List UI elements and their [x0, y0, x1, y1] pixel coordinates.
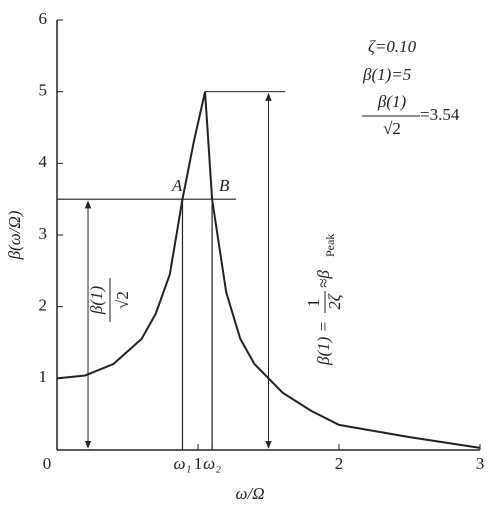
annotation-text: √2 — [383, 119, 401, 138]
left-label: β(1) √2 — [87, 278, 132, 322]
y-tick-label: 2 — [39, 296, 48, 315]
annotation-text: =3.54 — [420, 105, 460, 124]
y-tick-label: 3 — [39, 224, 48, 243]
y-tick-label: 5 — [39, 81, 48, 100]
label-text: β(1) = — [314, 321, 333, 366]
label-text: 1 — [304, 299, 323, 308]
label-text: Peak — [323, 234, 337, 257]
point-label: B — [219, 176, 230, 195]
label-text: ≈β — [314, 270, 333, 288]
x-tick-label: 1 — [194, 454, 203, 473]
label-text: β(1) — [87, 286, 106, 316]
x-tick-label: ω₂ — [203, 454, 221, 473]
x-axis-label: ω/Ω — [235, 484, 264, 503]
x-tick-label: 0 — [43, 454, 52, 473]
point-label: A — [171, 176, 183, 195]
curve — [56, 91, 481, 449]
x-tick-label: ω₁ — [174, 454, 192, 473]
x-tick-label: 3 — [476, 454, 485, 473]
right-label: β(1) = 1 2ζ ≈β Peak — [304, 234, 344, 366]
x-tick-label: 2 — [335, 454, 344, 473]
y-axis-label: β(ω/Ω) — [5, 210, 24, 260]
annotation: ζ=0.10 β(1)=5 β(1) √2 =3.54 — [362, 37, 460, 138]
y-tick-label: 1 — [39, 367, 48, 386]
annotation-text: ζ=0.10 — [368, 37, 417, 56]
y-tick-label: 6 — [39, 9, 48, 28]
annotation-text: β(1)=5 — [362, 65, 411, 84]
y-tick-label: 4 — [39, 152, 48, 171]
annotation-text: β(1) — [377, 92, 407, 111]
label-text: √2 — [113, 291, 132, 309]
label-text: 2ζ — [325, 293, 344, 310]
